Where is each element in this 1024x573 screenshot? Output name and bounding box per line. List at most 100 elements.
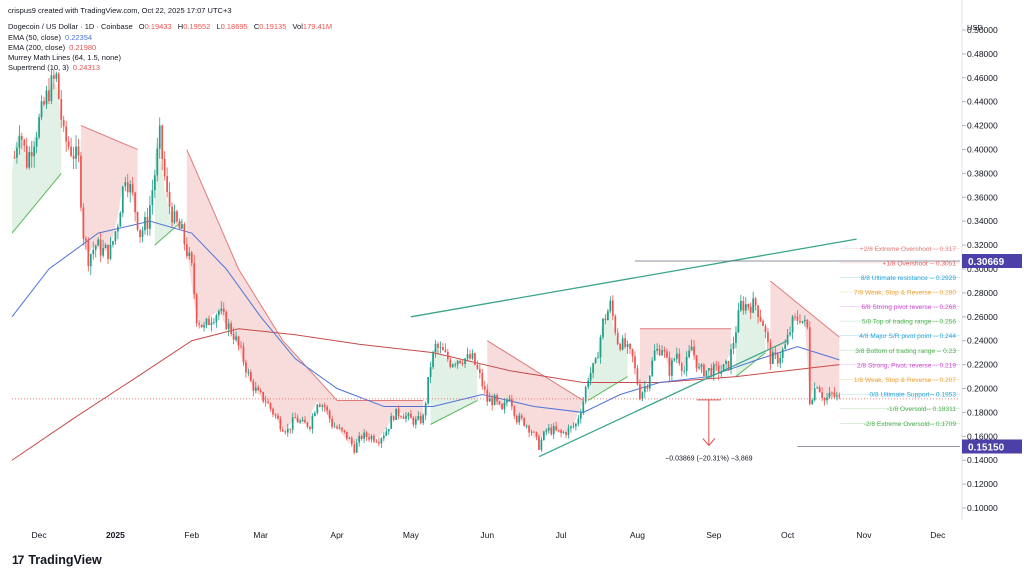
price-tick-label: 0.30000 bbox=[967, 264, 998, 274]
candle-body-down bbox=[808, 327, 811, 405]
candle-body-down bbox=[304, 419, 306, 423]
murrey-label: 1/8 Weak, Stop & Reverse -- 0.207 bbox=[854, 377, 956, 384]
time-tick-label: Aug bbox=[630, 530, 645, 540]
tradingview-brand[interactable]: 17 TradingView bbox=[12, 553, 102, 567]
candle-body-up bbox=[722, 364, 725, 372]
candle-body-down bbox=[555, 426, 558, 430]
price-tick-label: 0.42000 bbox=[967, 121, 998, 131]
candle-body-down bbox=[262, 392, 265, 402]
candle-body-up bbox=[772, 352, 774, 364]
supertrend-line bbox=[186, 149, 239, 270]
candle-body-up bbox=[153, 175, 156, 191]
candle-body-up bbox=[28, 152, 31, 168]
candle-body-down bbox=[614, 316, 617, 333]
candle-body-down bbox=[272, 408, 274, 415]
candle-body-up bbox=[730, 348, 732, 370]
candle-body-down bbox=[168, 191, 171, 207]
murrey-label: 8/8 Ultimate resistance -- 0.2929 bbox=[861, 275, 957, 282]
indicator-ema200-value: 0.21980 bbox=[69, 43, 97, 52]
candle-body-down bbox=[80, 155, 82, 208]
candle-body-down bbox=[161, 125, 164, 159]
indicator-supertrend-name: Supertrend (10, 3) bbox=[8, 63, 69, 72]
candle-body-up bbox=[836, 395, 838, 397]
candle-body-up bbox=[579, 412, 582, 419]
candle-body-up bbox=[488, 398, 491, 402]
indicator-ema200[interactable]: EMA (200, close) 0.21980 bbox=[8, 43, 96, 53]
supertrend-bear-fill bbox=[770, 280, 840, 400]
murrey-label: -2/8 Extreme Oversold-- 0.1709 bbox=[864, 421, 957, 428]
candle-body-down bbox=[611, 300, 614, 317]
candle-body-up bbox=[781, 348, 784, 358]
supertrend-bull-fill bbox=[588, 308, 628, 401]
candle-body-down bbox=[764, 325, 767, 333]
time-tick-label: Feb bbox=[184, 530, 199, 540]
candle-body-down bbox=[703, 364, 705, 377]
candle-body-up bbox=[417, 415, 420, 420]
candle-body-down bbox=[831, 392, 833, 394]
supertrend-bull-fill bbox=[12, 83, 62, 234]
indicator-murrey[interactable]: Murrey Math Lines (64, 1.5, none) bbox=[8, 53, 121, 63]
candle-body-down bbox=[77, 146, 80, 156]
candle-body-up bbox=[427, 377, 429, 404]
candle-body-up bbox=[112, 241, 114, 245]
time-tick-label: Oct bbox=[781, 530, 795, 540]
supertrend-line bbox=[430, 400, 478, 425]
candle-body-down bbox=[341, 427, 343, 431]
price-tick-label: 0.10000 bbox=[967, 503, 998, 513]
candle-body-down bbox=[195, 294, 198, 324]
measure-label: −0.03869 (−20.31%) −3,869 bbox=[665, 455, 752, 462]
candle-body-down bbox=[131, 184, 134, 193]
murrey-label: -1/8 Oversold-- 0.18311 bbox=[887, 406, 956, 413]
candle-body-down bbox=[557, 429, 560, 431]
candle-body-down bbox=[126, 182, 129, 193]
candle-body-down bbox=[245, 362, 247, 373]
price-tick-label: 0.28000 bbox=[967, 288, 998, 298]
candle-body-up bbox=[602, 318, 604, 338]
candle-body-up bbox=[698, 367, 700, 369]
candle-body-down bbox=[328, 410, 331, 419]
candle-body-down bbox=[208, 318, 210, 326]
candle-body-up bbox=[363, 432, 365, 439]
candle-body-up bbox=[789, 332, 791, 335]
candle-body-down bbox=[483, 386, 486, 390]
candle-body-down bbox=[190, 252, 193, 264]
candle-body-up bbox=[33, 146, 36, 157]
candle-body-up bbox=[567, 428, 570, 436]
supertrend-bear-fill bbox=[282, 340, 338, 431]
candle-body-down bbox=[715, 364, 718, 366]
candle-body-down bbox=[680, 363, 683, 371]
symbol-name[interactable]: Dogecoin / US Dollar · 1D · Coinbase bbox=[8, 22, 133, 31]
candle-body-up bbox=[89, 254, 92, 267]
supertrend-bear-fill bbox=[639, 328, 732, 395]
candle-body-up bbox=[215, 315, 218, 323]
symbol-line: Dogecoin / US Dollar · 1D · Coinbase O0.… bbox=[8, 22, 332, 32]
candle-body-down bbox=[323, 405, 326, 407]
indicator-ema50[interactable]: EMA (50, close) 0.22354 bbox=[8, 33, 92, 43]
candle-body-up bbox=[434, 343, 437, 353]
candle-body-up bbox=[405, 415, 407, 419]
ohlc-low-value: 0.18695 bbox=[220, 22, 248, 31]
candle-body-down bbox=[747, 304, 750, 308]
candle-body-up bbox=[18, 136, 21, 148]
candle-body-down bbox=[619, 344, 622, 350]
candle-body-up bbox=[104, 244, 107, 249]
candle-body-up bbox=[545, 430, 548, 432]
candle-body-up bbox=[316, 404, 319, 413]
candle-body-down bbox=[794, 316, 796, 318]
supertrend-bear-fill bbox=[186, 149, 239, 347]
candle-body-down bbox=[237, 336, 240, 346]
candle-body-down bbox=[678, 353, 681, 364]
murrey-label: +1/8 Overshoot -- 0.3051 bbox=[883, 260, 957, 267]
indicator-supertrend[interactable]: Supertrend (10, 3) 0.24313 bbox=[8, 63, 100, 73]
candle-body-down bbox=[762, 320, 764, 326]
supertrend-line bbox=[735, 352, 766, 377]
candle-body-up bbox=[683, 370, 686, 372]
candle-body-down bbox=[62, 119, 65, 127]
candle-body-down bbox=[284, 431, 287, 433]
supertrend-bull-fill bbox=[154, 140, 182, 246]
candle-body-up bbox=[690, 346, 693, 351]
candle-body-up bbox=[301, 419, 304, 422]
candle-body-down bbox=[616, 332, 619, 345]
candle-body-up bbox=[648, 375, 651, 389]
